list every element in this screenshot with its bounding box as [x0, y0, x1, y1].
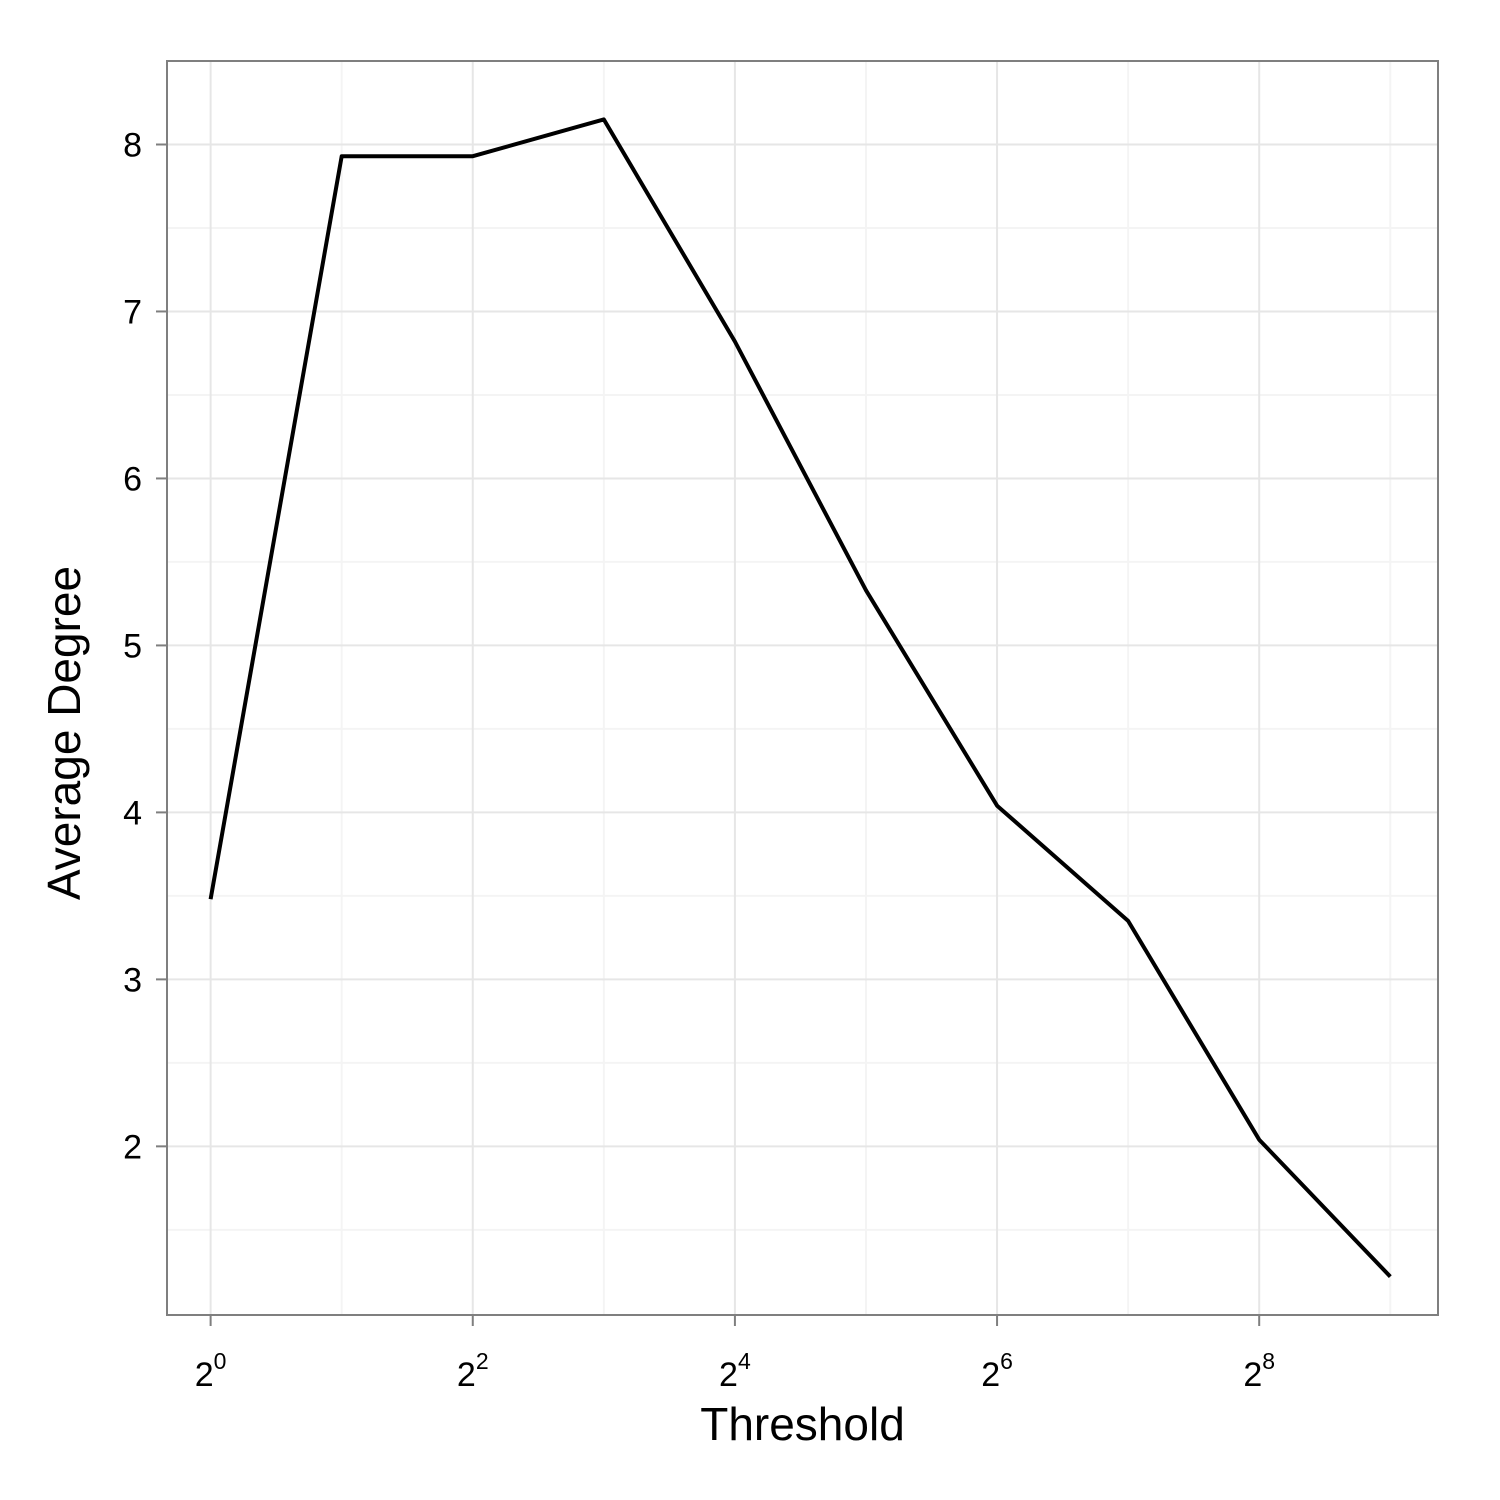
y-tick-label: 7: [123, 293, 142, 331]
minor-gridlines: [167, 61, 1438, 1315]
x-tick-label: 28: [1243, 1348, 1275, 1394]
y-tick-label: 3: [123, 961, 142, 999]
y-tick-label: 2: [123, 1128, 142, 1166]
y-tick-labels: 2 3 4 5 6 7 8: [123, 126, 142, 1166]
y-tick-label: 4: [123, 794, 142, 832]
y-tick-label: 5: [123, 627, 142, 665]
plot-panel-border: [166, 60, 1439, 1316]
y-tick-label: 6: [123, 460, 142, 498]
x-axis-title: Threshold: [700, 1398, 905, 1450]
series-line: [208, 117, 1392, 1278]
major-gridlines: [167, 61, 1438, 1315]
x-tick-label: 22: [457, 1348, 489, 1394]
x-tick-label: 24: [719, 1348, 751, 1394]
x-tick-label: 26: [981, 1348, 1013, 1394]
series-layer: [208, 117, 1392, 1278]
y-tick-label: 8: [123, 126, 142, 164]
x-tick-labels: 20 22 24 26 28: [195, 1348, 1275, 1394]
x-tick-label: 20: [195, 1348, 227, 1394]
axis-ticks: [156, 143, 1261, 1326]
y-axis-title: Average Degree: [38, 566, 90, 900]
